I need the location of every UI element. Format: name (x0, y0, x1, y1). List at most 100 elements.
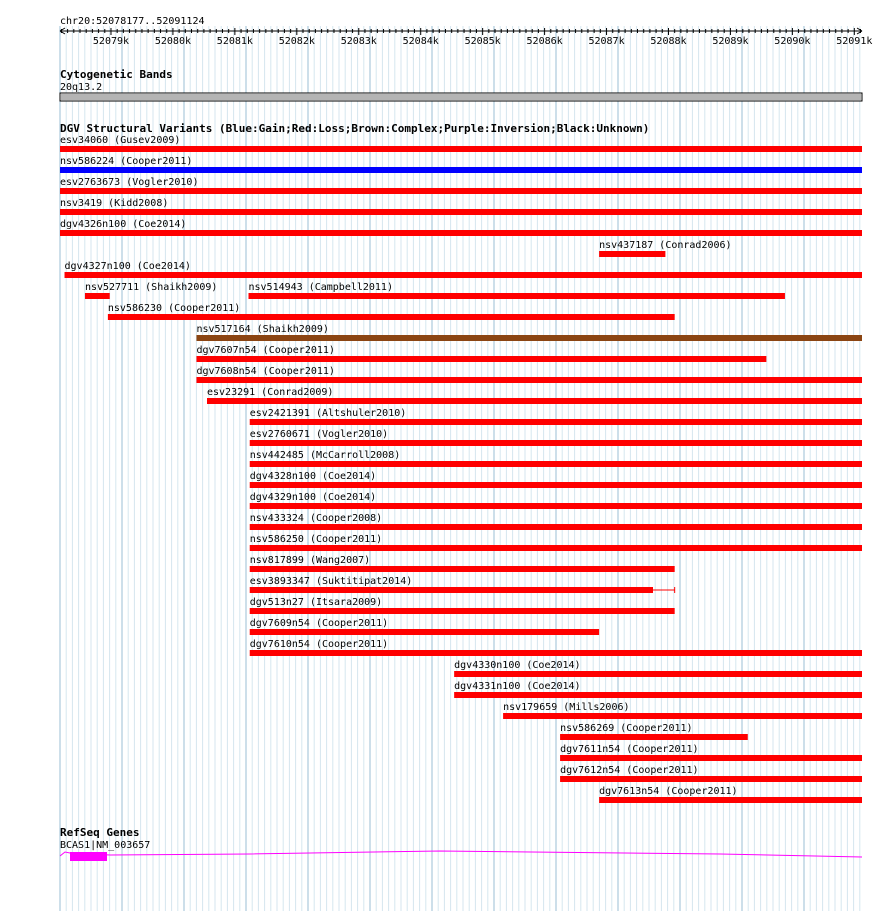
sv-feature-bar[interactable] (249, 608, 675, 614)
refseq-gene-label[interactable]: BCAS1|NM_003657 (60, 840, 150, 851)
sv-feature-bar[interactable] (196, 356, 767, 362)
sv-feature-label[interactable]: nsv817899 (Wang2007) (250, 555, 370, 566)
sv-feature-bar[interactable] (249, 461, 863, 467)
sv-feature[interactable]: esv2763673 (Vogler2010) (60, 177, 862, 194)
sv-feature-bar[interactable] (249, 482, 863, 488)
sv-feature-bar[interactable] (206, 398, 863, 404)
sv-feature[interactable]: nsv527711 (Shaikh2009) (84, 282, 217, 299)
sv-feature-bar[interactable] (249, 650, 863, 656)
sv-feature-bar[interactable] (60, 167, 862, 173)
sv-feature[interactable]: nsv517164 (Shaikh2009) (196, 324, 863, 341)
sv-feature-label[interactable]: nsv586230 (Cooper2011) (108, 303, 240, 314)
sv-feature[interactable]: dgv7611n54 (Cooper2011) (560, 744, 862, 761)
sv-feature[interactable]: nsv433324 (Cooper2008) (249, 513, 863, 530)
sv-feature-label[interactable]: nsv527711 (Shaikh2009) (85, 282, 217, 293)
sv-feature-bar[interactable] (64, 272, 862, 278)
sv-feature[interactable]: esv3893347 (Suktitipat2014) (249, 576, 676, 593)
sv-feature-bar[interactable] (454, 692, 862, 698)
sv-feature-bar[interactable] (249, 419, 863, 425)
sv-feature[interactable]: nsv179659 (Mills2006) (503, 702, 862, 719)
sv-feature[interactable]: dgv4329n100 (Coe2014) (249, 492, 863, 509)
sv-feature-label[interactable]: dgv7608n54 (Cooper2011) (196, 366, 334, 377)
sv-feature-bar[interactable] (249, 545, 863, 551)
sv-feature[interactable]: dgv7610n54 (Cooper2011) (249, 639, 863, 656)
sv-feature-bar[interactable] (249, 566, 675, 572)
sv-feature-label[interactable]: esv2760671 (Vogler2010) (250, 429, 388, 440)
sv-feature[interactable]: dgv7608n54 (Cooper2011) (196, 366, 863, 383)
sv-feature-label[interactable]: dgv4326n100 (Coe2014) (60, 219, 186, 230)
sv-feature-label[interactable]: nsv514943 (Campbell2011) (248, 282, 392, 293)
sv-feature-bar[interactable] (248, 293, 785, 299)
sv-feature-bar[interactable] (196, 377, 863, 383)
sv-feature-label[interactable]: dgv7610n54 (Cooper2011) (250, 639, 388, 650)
sv-feature[interactable]: dgv513n27 (Itsara2009) (249, 597, 675, 614)
sv-feature-label[interactable]: nsv586250 (Cooper2011) (250, 534, 382, 545)
sv-feature[interactable]: esv23291 (Conrad2009) (206, 387, 863, 404)
sv-feature[interactable]: nsv437187 (Conrad2006) (599, 240, 732, 257)
sv-feature-label[interactable]: nsv433324 (Cooper2008) (250, 513, 382, 524)
sv-feature-bar[interactable] (249, 587, 653, 593)
sv-feature[interactable]: nsv514943 (Campbell2011) (248, 282, 785, 299)
refseq-gene-bcas1[interactable] (59, 850, 863, 861)
sv-feature-label[interactable]: esv34060 (Gusev2009) (60, 135, 180, 146)
sv-feature[interactable]: dgv4330n100 (Coe2014) (454, 660, 862, 677)
sv-feature[interactable]: nsv586230 (Cooper2011) (107, 303, 675, 320)
sv-feature[interactable]: nsv442485 (McCarroll2008) (249, 450, 863, 467)
sv-feature-label[interactable]: nsv586224 (Cooper2011) (60, 156, 192, 167)
sv-feature[interactable]: dgv4326n100 (Coe2014) (60, 219, 862, 236)
sv-feature-label[interactable]: dgv7613n54 (Cooper2011) (599, 786, 737, 797)
sv-feature-label[interactable]: dgv7612n54 (Cooper2011) (560, 765, 698, 776)
sv-feature[interactable]: dgv7613n54 (Cooper2011) (599, 786, 862, 803)
sv-feature[interactable]: nsv586269 (Cooper2011) (560, 723, 748, 740)
sv-feature[interactable]: dgv7607n54 (Cooper2011) (196, 345, 767, 362)
sv-feature-bar[interactable] (249, 440, 863, 446)
sv-feature-label[interactable]: esv3893347 (Suktitipat2014) (250, 576, 413, 587)
sv-feature-bar[interactable] (84, 293, 110, 299)
sv-feature-bar[interactable] (196, 335, 863, 341)
sv-feature-bar[interactable] (454, 671, 862, 677)
sv-feature[interactable]: nsv586224 (Cooper2011) (60, 156, 862, 173)
sv-feature-bar[interactable] (60, 146, 862, 152)
sv-feature-label[interactable]: esv2763673 (Vogler2010) (60, 177, 198, 188)
sv-feature[interactable]: dgv4328n100 (Coe2014) (249, 471, 863, 488)
sv-feature-bar[interactable] (60, 209, 862, 215)
sv-feature-label[interactable]: dgv7607n54 (Cooper2011) (196, 345, 334, 356)
sv-feature-bar[interactable] (599, 797, 862, 803)
sv-feature[interactable]: nsv586250 (Cooper2011) (249, 534, 863, 551)
sv-feature-bar[interactable] (599, 251, 666, 257)
sv-feature-label[interactable]: dgv4331n100 (Coe2014) (454, 681, 580, 692)
sv-feature-label[interactable]: esv2421391 (Altshuler2010) (250, 408, 407, 419)
sv-feature[interactable]: esv2421391 (Altshuler2010) (249, 408, 863, 425)
sv-feature-bar[interactable] (60, 188, 862, 194)
sv-feature-label[interactable]: nsv437187 (Conrad2006) (599, 240, 731, 251)
sv-feature-label[interactable]: dgv7611n54 (Cooper2011) (560, 744, 698, 755)
cytoband-band[interactable] (61, 94, 861, 100)
sv-feature[interactable]: dgv7609n54 (Cooper2011) (249, 618, 600, 635)
sv-feature-label[interactable]: dgv4330n100 (Coe2014) (454, 660, 580, 671)
sv-feature-bar[interactable] (107, 314, 675, 320)
sv-feature-label[interactable]: nsv442485 (McCarroll2008) (250, 450, 401, 461)
sv-feature-bar[interactable] (249, 629, 600, 635)
sv-feature-label[interactable]: dgv4327n100 (Coe2014) (65, 261, 191, 272)
sv-feature-bar[interactable] (560, 734, 748, 740)
sv-feature-bar[interactable] (560, 776, 862, 782)
sv-feature-label[interactable]: nsv586269 (Cooper2011) (560, 723, 692, 734)
sv-feature[interactable]: nsv817899 (Wang2007) (249, 555, 675, 572)
sv-feature[interactable]: dgv4327n100 (Coe2014) (64, 261, 862, 278)
sv-feature[interactable]: esv34060 (Gusev2009) (60, 135, 862, 152)
sv-feature-label[interactable]: nsv3419 (Kidd2008) (60, 198, 168, 209)
sv-feature-bar[interactable] (560, 755, 862, 761)
sv-feature-label[interactable]: dgv513n27 (Itsara2009) (250, 597, 382, 608)
sv-feature-label[interactable]: nsv179659 (Mills2006) (503, 702, 629, 713)
sv-feature[interactable]: dgv4331n100 (Coe2014) (454, 681, 862, 698)
sv-feature-label[interactable]: dgv4329n100 (Coe2014) (250, 492, 376, 503)
sv-feature-label[interactable]: esv23291 (Conrad2009) (207, 387, 333, 398)
sv-feature-label[interactable]: nsv517164 (Shaikh2009) (196, 324, 328, 335)
sv-feature-label[interactable]: dgv4328n100 (Coe2014) (250, 471, 376, 482)
sv-feature-bar[interactable] (249, 524, 863, 530)
sv-feature[interactable]: esv2760671 (Vogler2010) (249, 429, 863, 446)
sv-feature-bar[interactable] (60, 230, 862, 236)
sv-feature-bar[interactable] (249, 503, 863, 509)
sv-feature-label[interactable]: dgv7609n54 (Cooper2011) (250, 618, 388, 629)
sv-feature-bar[interactable] (503, 713, 862, 719)
